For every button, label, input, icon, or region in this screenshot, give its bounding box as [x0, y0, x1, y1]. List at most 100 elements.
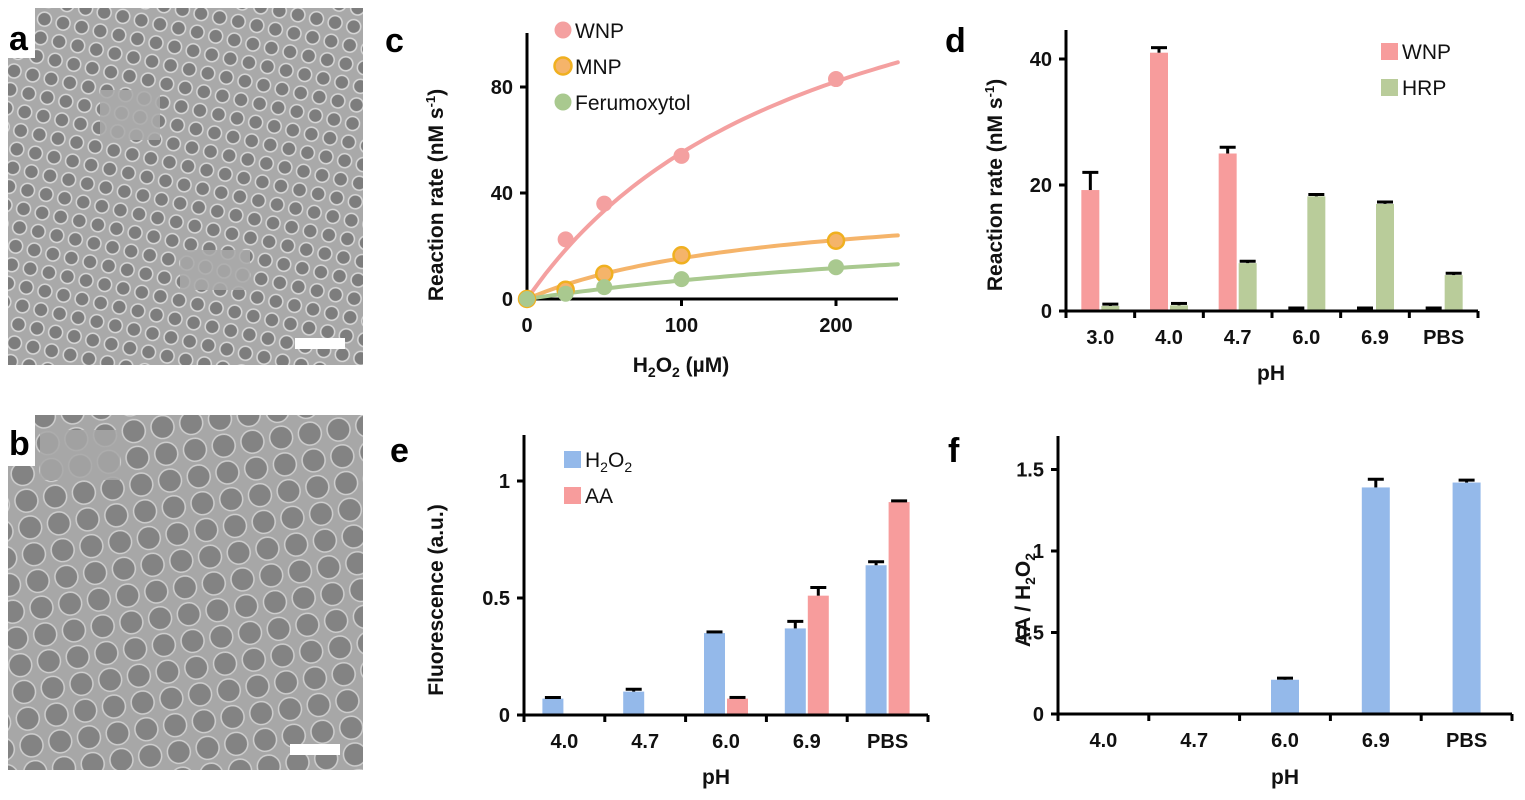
bar-hrp — [1170, 305, 1188, 310]
axes-c: 0 40 80 0 100 200 — [491, 33, 898, 337]
bar-aa-h2o2 — [1361, 487, 1390, 713]
scale-bar-a — [295, 338, 345, 349]
x-tick-label: 6.0 — [1292, 327, 1320, 349]
bar-aa — [807, 595, 829, 714]
bar-hrp — [1444, 275, 1463, 310]
bar-aa-h2o2 — [1452, 482, 1481, 713]
bar-wnp — [1150, 52, 1168, 310]
tem-image-a — [8, 8, 363, 365]
y-tick-label: 1.5 — [1016, 460, 1044, 482]
bar-hrp — [1376, 203, 1394, 310]
y-tick-label: 40 — [491, 183, 513, 205]
legend-label: AA — [585, 485, 613, 508]
panel-label-d: d — [945, 22, 966, 60]
legend-label-part: O — [608, 449, 624, 472]
x-tick-label: 4.7 — [1180, 730, 1208, 752]
data-point-ferumoxytol — [519, 291, 535, 307]
y-tick-label: 0 — [502, 289, 513, 311]
x-tick-label: 4.0 — [1155, 327, 1183, 349]
axes-f: 0 0.5 1 1.5 4.0 4.7 6.0 6.9 PBS — [1016, 436, 1514, 752]
data-point-ferumoxytol — [673, 271, 690, 288]
x-tick-label: 6.0 — [1271, 730, 1299, 752]
legend-d: WNP HRP — [1381, 41, 1451, 100]
x-tick-label: 4.7 — [1224, 327, 1252, 349]
data-point-ferumoxytol — [828, 259, 844, 276]
y-tick-label: 1 — [499, 471, 510, 493]
chart-f: f 0 0.5 1 1.5 4.0 4.7 6.0 6.9 PBS pH AA / H2O2 — [948, 432, 1514, 789]
y-tick-label: 0.5 — [1016, 623, 1044, 645]
chart-c: c 0 40 80 0 100 200 WNP MNP Ferumoxytol H2O2 (µ… — [385, 20, 900, 380]
axes-e: 0 0.5 1 4.0 4.7 6.0 6.9 PBS — [482, 435, 930, 753]
y-tick-label: 0 — [499, 705, 510, 727]
x-tick-label: 3.0 — [1086, 327, 1114, 349]
axes-d: 0 20 40 3.0 4.0 4.7 6.0 6.9 PBS — [1030, 30, 1480, 349]
data-point-wnp — [673, 147, 690, 164]
panel-a: a — [8, 8, 363, 365]
bar-aa-h2o2 — [1271, 679, 1299, 713]
legend-c: WNP MNP Ferumoxytol — [553, 20, 691, 115]
x-tick-label: 4.0 — [1089, 730, 1117, 752]
legend-label: MNP — [575, 56, 622, 79]
x-tick-label: PBS — [867, 731, 908, 753]
panel-label-a: a — [9, 20, 29, 58]
data-point-ferumoxytol — [557, 285, 574, 302]
data-point-ferumoxytol — [596, 279, 613, 296]
data-point-wnp — [596, 195, 613, 212]
tem-gap — [100, 90, 160, 140]
y-tick-label: 0 — [1033, 704, 1044, 726]
panel-label-f: f — [948, 432, 960, 470]
x-tick-label: 4.7 — [631, 731, 659, 753]
legend-label: WNP — [1402, 41, 1451, 64]
label-bg — [8, 8, 35, 58]
x-tick-label: 4.0 — [550, 731, 578, 753]
bar-aa — [888, 502, 910, 714]
x-tick-label: PBS — [1423, 327, 1464, 349]
chart-d: d 0 20 40 3.0 4.0 4.7 6.0 6.9 PBS WNP HRP pH Reac… — [945, 22, 1480, 385]
bar-h2o2 — [623, 691, 645, 714]
bar-h2o2 — [865, 565, 887, 714]
legend-swatch-aa — [564, 487, 581, 504]
y-tick-label: 1 — [1033, 541, 1044, 563]
x-tick-label: 6.9 — [1362, 730, 1390, 752]
x-axis-title-e: pH — [702, 766, 730, 789]
legend-swatch-h2o2 — [564, 451, 581, 468]
legend-marker-mnp — [553, 56, 573, 76]
tem-gap — [40, 430, 120, 480]
x-axis-title-f: pH — [1271, 766, 1299, 789]
x-tick-label: 0 — [521, 315, 532, 337]
x-axis-title-c: H2O2 (µM) — [633, 354, 730, 380]
x-axis-title-d: pH — [1257, 362, 1285, 385]
y-tick-label: 80 — [491, 77, 513, 99]
x-tick-label: 100 — [665, 315, 698, 337]
legend-marker-wnp — [554, 21, 572, 39]
x-tick-label: 6.9 — [793, 731, 821, 753]
marks-e — [542, 499, 910, 714]
bar-wnp — [1218, 153, 1237, 310]
legend-label-part: 2 — [624, 459, 632, 475]
y-axis-title-e: Fluorescence (a.u.) — [425, 504, 448, 695]
marks-c — [517, 60, 900, 309]
bar-hrp — [1307, 196, 1326, 310]
marks-f — [1271, 477, 1481, 713]
panel-label-c: c — [385, 22, 404, 60]
x-tick-label: PBS — [1446, 730, 1487, 752]
label-bg — [8, 408, 35, 466]
legend-label: WNP — [575, 20, 624, 43]
panel-label-b: b — [9, 425, 30, 463]
marks-d — [1081, 46, 1463, 310]
data-point-mnp — [672, 246, 691, 265]
y-tick-label: 0 — [1041, 301, 1052, 323]
y-tick-label: 20 — [1030, 175, 1052, 197]
bar-h2o2 — [542, 698, 564, 714]
legend-label: Ferumoxytol — [575, 92, 691, 115]
legend-label-part: H — [585, 449, 600, 472]
scale-bar-b — [290, 744, 340, 755]
data-point-wnp — [557, 231, 574, 248]
x-tick-label: 6.0 — [712, 731, 740, 753]
data-point-wnp — [828, 71, 844, 88]
x-tick-label: 200 — [819, 315, 852, 337]
legend-swatch-wnp — [1381, 43, 1398, 60]
legend-label: HRP — [1402, 77, 1446, 100]
